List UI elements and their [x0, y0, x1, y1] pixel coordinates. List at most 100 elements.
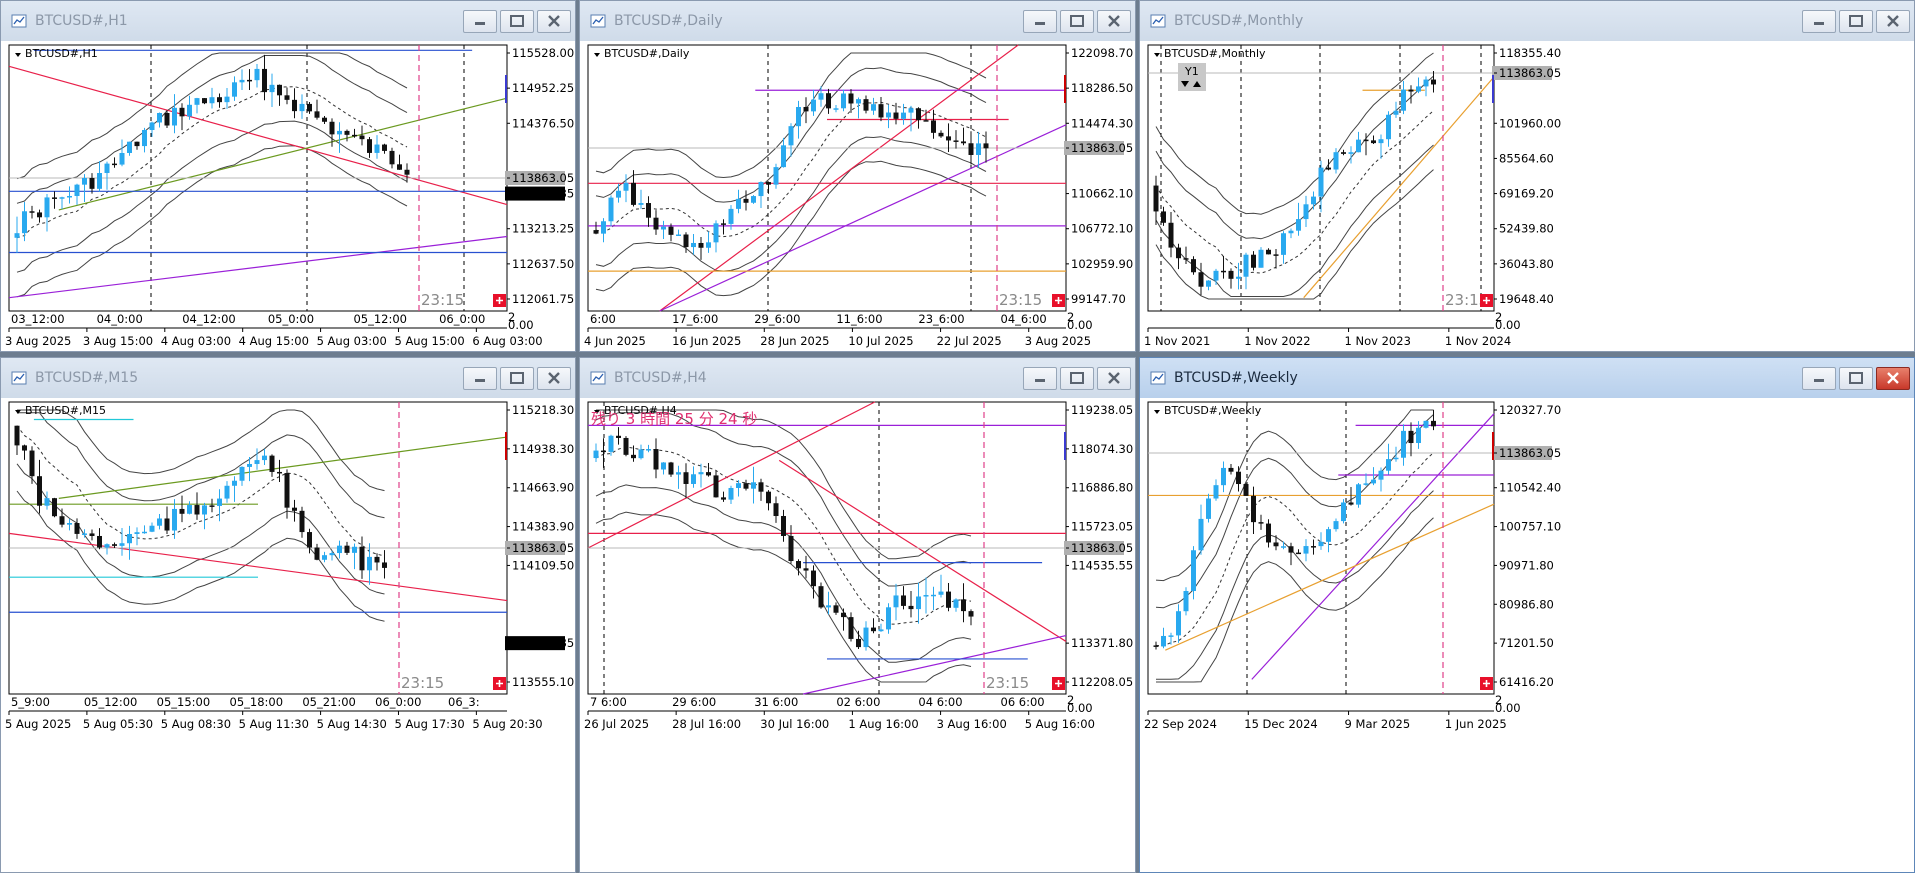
minimize-button[interactable]: [463, 367, 497, 390]
minimize-icon: [1814, 22, 1824, 25]
date-label: 30 Jul 16:00: [760, 717, 829, 731]
close-button[interactable]: [1876, 10, 1910, 33]
price-label: 115528.00: [512, 46, 574, 60]
maximize-button[interactable]: [500, 367, 534, 390]
candle: [1408, 422, 1414, 457]
price-chart[interactable]: BTCUSD#,M15 23:15 115218.30 114938.30 114663…: [1, 398, 575, 872]
candle: [217, 489, 222, 522]
candle: [1168, 212, 1174, 258]
price-label: 112637.50: [512, 257, 574, 271]
maximize-button[interactable]: [1839, 10, 1873, 33]
chart-window-m15[interactable]: BTCUSD#,M15 BTCUSD#,M15 23:15 115218.30 1149…: [0, 357, 576, 873]
scale-digit: 2: [1495, 310, 1502, 324]
chart-pane[interactable]: BTCUSD#,Weekly 120327.70 113863.05 110542.4…: [1140, 398, 1914, 872]
candle: [404, 163, 410, 183]
close-button[interactable]: [537, 367, 571, 390]
chart-pane[interactable]: BTCUSD#,M15 23:15 115218.30 114938.30 114663…: [1, 398, 575, 872]
close-icon: [1108, 15, 1120, 27]
candle: [1423, 76, 1429, 97]
candle: [653, 210, 659, 235]
chart-pane[interactable]: BTCUSD#,H1 23:15 115528.00 114952.25 114376.…: [1, 41, 575, 351]
candle: [608, 195, 614, 227]
chart-pane[interactable]: BTCUSD#,H4 残り 3 時間 25 分 24 秒 23:15 119238.0…: [580, 398, 1135, 872]
window-titlebar[interactable]: BTCUSD#,H1: [1, 1, 575, 41]
chart-window-h1[interactable]: BTCUSD#,H1 BTCUSD#,H1 23:15 115528.00 114952…: [0, 0, 576, 352]
separator-time-label: 05_12:00: [84, 695, 138, 709]
chart-window-weekly[interactable]: BTCUSD#,Weekly BTCUSD#,Weekly 120327.70 113…: [1139, 357, 1915, 873]
minimize-button[interactable]: [1023, 10, 1057, 33]
price-chart[interactable]: BTCUSD#,Weekly 120327.70 113863.05 110542.4…: [1140, 398, 1914, 872]
price-label: 114474.30: [1071, 116, 1133, 130]
close-button[interactable]: [537, 10, 571, 33]
separator-time-label: 23_6:00: [918, 312, 964, 326]
candle: [1273, 248, 1279, 269]
window-titlebar[interactable]: BTCUSD#,Weekly: [1140, 358, 1914, 398]
chart-window-icon: [1150, 370, 1166, 386]
chart-window-monthly[interactable]: BTCUSD#,Monthly BTCUSD#,Monthly Y1 23:15 118…: [1139, 0, 1915, 352]
maximize-button[interactable]: [500, 10, 534, 33]
candle: [1266, 248, 1271, 255]
bar-timer: 23:15: [401, 674, 444, 692]
symbol-label: BTCUSD#,Monthly: [1164, 47, 1266, 60]
price-label: 114383.90: [512, 520, 574, 534]
candle: [1356, 482, 1361, 508]
price-label: 52439.80: [1499, 222, 1554, 236]
separator-time-label: 05_21:00: [302, 695, 356, 709]
bollinger-upper: [595, 412, 972, 587]
price-label: 115723.05: [1071, 520, 1133, 534]
window-titlebar[interactable]: BTCUSD#,H4: [580, 358, 1135, 398]
date-label: 22 Jul 2025: [937, 334, 1002, 348]
candle: [119, 139, 125, 167]
maximize-button[interactable]: [1060, 367, 1094, 390]
date-label: 1 Nov 2024: [1445, 334, 1511, 348]
candle: [164, 110, 170, 128]
candle: [736, 189, 741, 214]
close-button[interactable]: [1097, 367, 1131, 390]
price-label: 113863.05: [1071, 141, 1133, 155]
candle: [818, 86, 824, 107]
minimize-button[interactable]: [1802, 367, 1836, 390]
minimize-button[interactable]: [1802, 10, 1836, 33]
minimize-button[interactable]: [1023, 367, 1057, 390]
candle: [127, 525, 132, 560]
chart-window-icon: [11, 370, 27, 386]
bid-price-tag: [1492, 66, 1552, 80]
maximize-button[interactable]: [1839, 367, 1873, 390]
chart-pane[interactable]: BTCUSD#,Daily 23:15 122098.70 118286.50 1144…: [580, 41, 1135, 351]
chart-pane[interactable]: BTCUSD#,Monthly Y1 23:15 118355.40 113863.05…: [1140, 41, 1914, 351]
minimize-button[interactable]: [463, 10, 497, 33]
close-button[interactable]: [1876, 367, 1910, 390]
bar-timer: 23:15: [1445, 291, 1488, 309]
price-chart[interactable]: BTCUSD#,H1 23:15 115528.00 114952.25 114376.…: [1, 41, 575, 351]
window-titlebar[interactable]: BTCUSD#,M15: [1, 358, 575, 398]
window-titlebar[interactable]: BTCUSD#,Daily: [580, 1, 1135, 41]
price-label: 113863.05: [1499, 446, 1561, 460]
chart-window-h4[interactable]: BTCUSD#,H4 BTCUSD#,H4 残り 3 時間 25 分 24 秒 23:…: [579, 357, 1136, 873]
candle: [134, 141, 140, 150]
close-icon: [1108, 372, 1120, 384]
price-chart[interactable]: BTCUSD#,Daily 23:15 122098.70 118286.50 1144…: [580, 41, 1135, 351]
candle: [1161, 627, 1166, 649]
candle: [721, 491, 726, 502]
maximize-button[interactable]: [1060, 10, 1094, 33]
candle: [374, 553, 380, 571]
drawn-line-red: [587, 401, 876, 549]
candle: [1341, 499, 1346, 524]
candle: [352, 128, 357, 138]
candle: [1318, 532, 1324, 550]
date-label: 16 Jun 2025: [672, 334, 741, 348]
separator-time-label: 06_3:: [448, 695, 480, 709]
bollinger-upper-2: [16, 52, 408, 180]
candle: [601, 218, 606, 243]
candle: [367, 543, 372, 585]
candle: [359, 125, 365, 146]
price-chart[interactable]: BTCUSD#,Monthly Y1 23:15 118355.40 113863.05…: [1140, 41, 1914, 351]
candle: [623, 436, 629, 457]
bollinger-middle: [1155, 110, 1434, 274]
close-button[interactable]: [1097, 10, 1131, 33]
chart-window-daily[interactable]: BTCUSD#,Daily BTCUSD#,Daily 23:15 122098.70…: [579, 0, 1136, 352]
window-titlebar[interactable]: BTCUSD#,Monthly: [1140, 1, 1914, 41]
separator-time-label: 04 6:00: [918, 695, 962, 709]
price-label: 112208.05: [1071, 675, 1133, 689]
